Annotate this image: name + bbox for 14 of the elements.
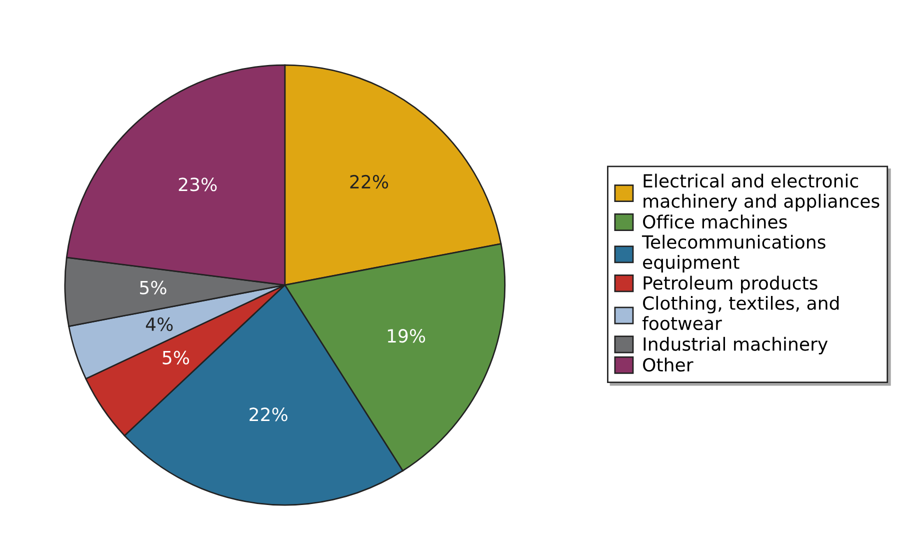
- data-label: 5%: [140, 280, 166, 294]
- legend-label: Electrical and electronic machinery and appliances: [644, 174, 880, 212]
- data-label: 23%: [178, 178, 217, 192]
- legend-label: Industrial machinery: [644, 336, 828, 354]
- data-label: 19%: [388, 329, 426, 343]
- data-label: 5%: [162, 350, 190, 364]
- legend-label: Other: [643, 358, 694, 372]
- data-label: 22%: [350, 174, 388, 189]
- legend-label: Telecommunications equipment: [642, 234, 826, 273]
- legend-label: Office machines: [643, 214, 787, 229]
- data-label: 22%: [250, 408, 288, 422]
- legend-label: Petroleum products: [644, 276, 818, 294]
- legend-label: Clothing, textiles, and footwear: [642, 296, 839, 330]
- data-label: 4%: [146, 317, 173, 332]
